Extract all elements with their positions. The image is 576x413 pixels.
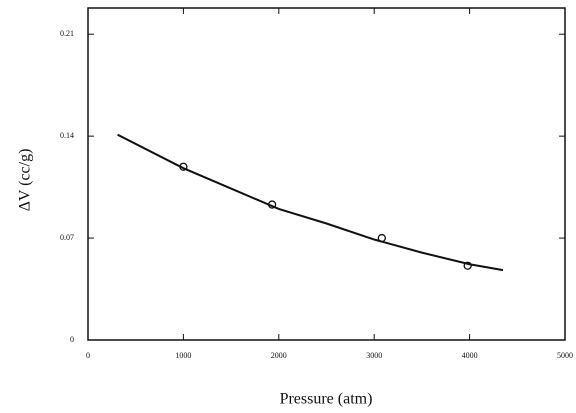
x-tick-label: 3000 — [366, 351, 382, 360]
data-point — [463, 261, 472, 270]
x-tick-label: 4000 — [462, 351, 478, 360]
x-tick-label: 0 — [86, 351, 90, 360]
x-tick-label: 5000 — [557, 351, 573, 360]
y-tick-label: 0.21 — [60, 29, 74, 38]
y-axis-title: ΔV (cc/g) — [17, 149, 34, 212]
y-tick-label: 0.14 — [60, 131, 74, 140]
x-tick-label: 2000 — [271, 351, 287, 360]
y-tick-label: 0 — [70, 335, 74, 344]
x-axis-title: Pressure (atm) — [280, 391, 373, 408]
fit-curve — [117, 133, 504, 272]
x-tick-label: 1000 — [175, 351, 191, 360]
plot-frame — [87, 7, 566, 341]
y-tick-label: 0.07 — [60, 233, 74, 242]
